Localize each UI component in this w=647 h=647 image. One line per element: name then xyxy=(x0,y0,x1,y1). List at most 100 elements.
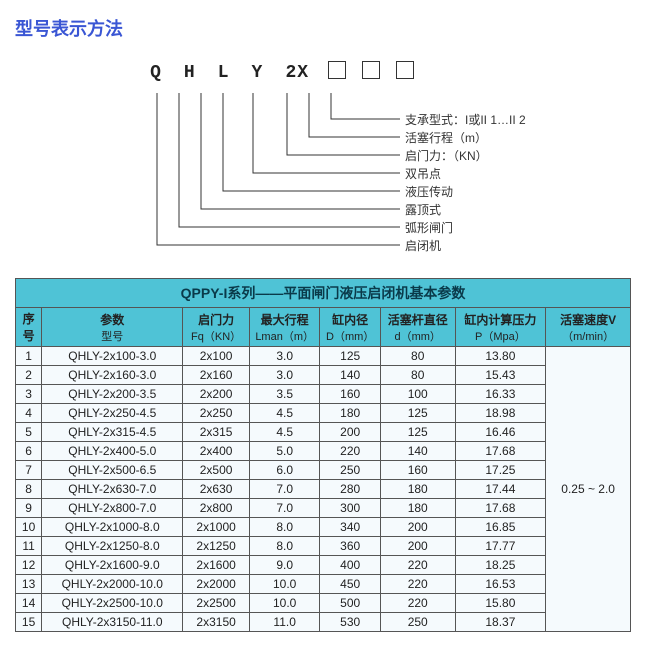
table-header-cell: 启门力Fq（KN） xyxy=(183,308,250,347)
table-row: 11QHLY-2x1250-8.02x12508.036020017.77 xyxy=(16,537,631,556)
table-row: 3QHLY-2x200-3.52x2003.516010016.33 xyxy=(16,385,631,404)
legend-item: 液压传动 xyxy=(405,183,526,201)
table-cell: 2x3150 xyxy=(183,613,250,632)
model-code-row: Q H L Y 2X xyxy=(145,61,632,89)
table-cell: 17.25 xyxy=(455,461,546,480)
table-cell: 140 xyxy=(380,442,455,461)
table-row: 13QHLY-2x2000-10.02x200010.045022016.53 xyxy=(16,575,631,594)
table-cell: 11.0 xyxy=(249,613,320,632)
params-table: QPPY-I系列——平面闸门液压启闭机基本参数 序号参数型号启门力Fq（KN）最… xyxy=(15,278,631,632)
table-cell: 15.43 xyxy=(455,366,546,385)
table-cell: 2x200 xyxy=(183,385,250,404)
table-cell: 200 xyxy=(380,537,455,556)
table-cell: 17.68 xyxy=(455,499,546,518)
table-cell: QHLY-2x500-6.5 xyxy=(42,461,183,480)
table-cell: 2x315 xyxy=(183,423,250,442)
legend-item: 露顶式 xyxy=(405,201,526,219)
table-cell: 160 xyxy=(380,461,455,480)
code-letter: Q xyxy=(145,63,167,83)
table-cell: 2x250 xyxy=(183,404,250,423)
table-cell: 100 xyxy=(380,385,455,404)
table-cell: 2 xyxy=(16,366,42,385)
table-cell: 125 xyxy=(380,423,455,442)
code-box xyxy=(362,61,380,79)
table-row: 4QHLY-2x250-4.52x2504.518012518.98 xyxy=(16,404,631,423)
table-cell: 16.33 xyxy=(455,385,546,404)
table-header-row: 序号参数型号启门力Fq（KN）最大行程Lman（m）缸内径D（mm）活塞杆直径d… xyxy=(16,308,631,347)
legend-item: 双吊点 xyxy=(405,165,526,183)
table-row: 14QHLY-2x2500-10.02x250010.050022015.80 xyxy=(16,594,631,613)
table-cell: 8.0 xyxy=(249,518,320,537)
table-cell: 7.0 xyxy=(249,480,320,499)
table-cell: 2x500 xyxy=(183,461,250,480)
table-cell: QHLY-2x160-3.0 xyxy=(42,366,183,385)
table-cell: 7 xyxy=(16,461,42,480)
speed-range-cell: 0.25 ~ 2.0 xyxy=(546,347,631,632)
table-cell: 17.44 xyxy=(455,480,546,499)
table-cell: 220 xyxy=(380,594,455,613)
table-cell: 450 xyxy=(320,575,380,594)
table-row: 8QHLY-2x630-7.02x6307.028018017.44 xyxy=(16,480,631,499)
table-cell: 8.0 xyxy=(249,537,320,556)
table-cell: 5 xyxy=(16,423,42,442)
table-cell: 18.37 xyxy=(455,613,546,632)
table-cell: 280 xyxy=(320,480,380,499)
code-box xyxy=(396,61,414,79)
table-header-cell: 活塞杆直径d（mm） xyxy=(380,308,455,347)
table-cell: 180 xyxy=(380,499,455,518)
table-cell: 16.85 xyxy=(455,518,546,537)
table-cell: 4.5 xyxy=(249,423,320,442)
legend-item: 活塞行程（m） xyxy=(405,129,526,147)
table-cell: 3.5 xyxy=(249,385,320,404)
legend-item: 弧形闸门 xyxy=(405,219,526,237)
legend-item: 启门力：（KN） xyxy=(405,147,526,165)
table-header-cell: 序号 xyxy=(16,308,42,347)
table-row: 12QHLY-2x1600-9.02x16009.040022018.25 xyxy=(16,556,631,575)
table-cell: 2x630 xyxy=(183,480,250,499)
table-cell: 125 xyxy=(380,404,455,423)
table-cell: QHLY-2x2500-10.0 xyxy=(42,594,183,613)
table-cell: 80 xyxy=(380,366,455,385)
table-cell: 3.0 xyxy=(249,347,320,366)
table-header-cell: 缸内计算压力P（Mpa） xyxy=(455,308,546,347)
table-cell: QHLY-2x1000-8.0 xyxy=(42,518,183,537)
table-row: 1QHLY-2x100-3.02x1003.01258013.800.25 ~ … xyxy=(16,347,631,366)
bracket-diagram: 支承型式：I或II 1…II 2 活塞行程（m） 启门力：（KN） 双吊点 液压… xyxy=(145,93,632,253)
table-row: 10QHLY-2x1000-8.02x10008.034020016.85 xyxy=(16,518,631,537)
table-cell: 6 xyxy=(16,442,42,461)
table-cell: 14 xyxy=(16,594,42,613)
table-header-cell: 活塞速度V（m/min） xyxy=(546,308,631,347)
table-cell: 12 xyxy=(16,556,42,575)
table-cell: 220 xyxy=(380,575,455,594)
table-cell: 80 xyxy=(380,347,455,366)
table-row: 5QHLY-2x315-4.52x3154.520012516.46 xyxy=(16,423,631,442)
code-letter: L xyxy=(213,63,235,83)
table-cell: 10.0 xyxy=(249,594,320,613)
table-cell: 4 xyxy=(16,404,42,423)
table-row: 2QHLY-2x160-3.02x1603.01408015.43 xyxy=(16,366,631,385)
table-cell: 160 xyxy=(320,385,380,404)
table-cell: 9.0 xyxy=(249,556,320,575)
table-cell: 2x2500 xyxy=(183,594,250,613)
legend-labels: 支承型式：I或II 1…II 2 活塞行程（m） 启门力：（KN） 双吊点 液压… xyxy=(405,111,526,255)
table-row: 6QHLY-2x400-5.02x4005.022014017.68 xyxy=(16,442,631,461)
table-cell: 1 xyxy=(16,347,42,366)
code-letter: H xyxy=(179,63,201,83)
bracket-svg xyxy=(145,93,405,253)
table-cell: 2x400 xyxy=(183,442,250,461)
table-row: 9QHLY-2x800-7.02x8007.030018017.68 xyxy=(16,499,631,518)
legend-item: 启闭机 xyxy=(405,237,526,255)
table-cell: QHLY-2x200-3.5 xyxy=(42,385,183,404)
table-cell: 7.0 xyxy=(249,499,320,518)
table-cell: QHLY-2x2000-10.0 xyxy=(42,575,183,594)
code-mid: 2X xyxy=(280,63,314,83)
table-cell: 13 xyxy=(16,575,42,594)
table-cell: 3.0 xyxy=(249,366,320,385)
table-cell: 250 xyxy=(380,613,455,632)
table-cell: 180 xyxy=(320,404,380,423)
table-cell: 10.0 xyxy=(249,575,320,594)
table-cell: 13.80 xyxy=(455,347,546,366)
table-row: 15QHLY-2x3150-11.02x315011.053025018.37 xyxy=(16,613,631,632)
table-cell: 17.77 xyxy=(455,537,546,556)
table-cell: 18.98 xyxy=(455,404,546,423)
